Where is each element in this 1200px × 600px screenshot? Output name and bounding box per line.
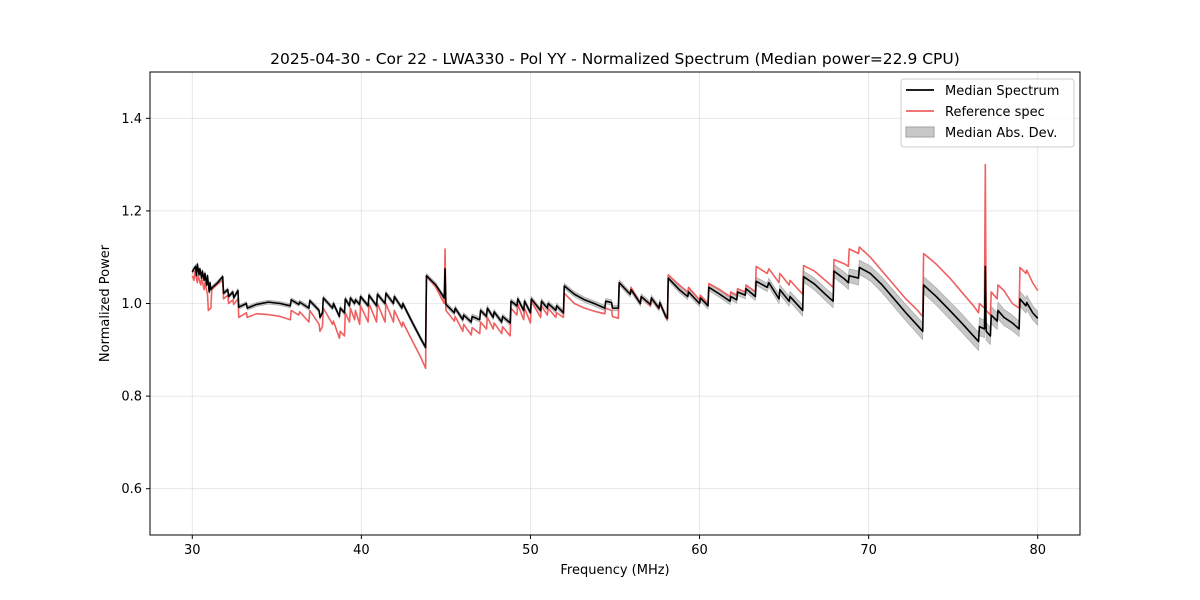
legend-mad-label: Median Abs. Dev.: [945, 126, 1057, 141]
legend-box: [900, 78, 1075, 148]
legend-reference-label: Reference spec: [945, 105, 1045, 120]
y-tick-label: 0.6: [121, 482, 142, 497]
x-tick-label: 70: [860, 543, 877, 558]
x-tick-label: 50: [522, 543, 539, 558]
y-tick-label: 1.0: [121, 297, 142, 312]
x-axis-ticks: 30 40 50 60 70 80: [184, 535, 1046, 558]
chart-title: 2025-04-30 - Cor 22 - LWA330 - Pol YY - …: [270, 50, 960, 68]
y-axis-ticks: 0.6 0.8 1.0 1.2 1.4: [121, 112, 150, 497]
x-tick-label: 60: [691, 543, 708, 558]
x-tick-label: 30: [184, 543, 201, 558]
y-tick-label: 1.4: [121, 112, 142, 127]
median-spectrum-line: [191, 263, 1039, 349]
x-axis-label: Frequency (MHz): [560, 563, 669, 578]
y-tick-label: 0.8: [121, 390, 142, 405]
y-tick-label: 1.2: [121, 204, 142, 219]
legend-mad-swatch: [905, 126, 935, 138]
x-tick-label: 80: [1029, 543, 1046, 558]
x-tick-label: 40: [353, 543, 370, 558]
legend: Median Spectrum Reference spec Median Ab…: [900, 78, 1075, 148]
reference-spec-line: [191, 163, 1039, 370]
legend-median-label: Median Spectrum: [945, 84, 1059, 99]
data-layer: [191, 163, 1039, 370]
y-axis-label: Normalized Power: [98, 244, 113, 362]
